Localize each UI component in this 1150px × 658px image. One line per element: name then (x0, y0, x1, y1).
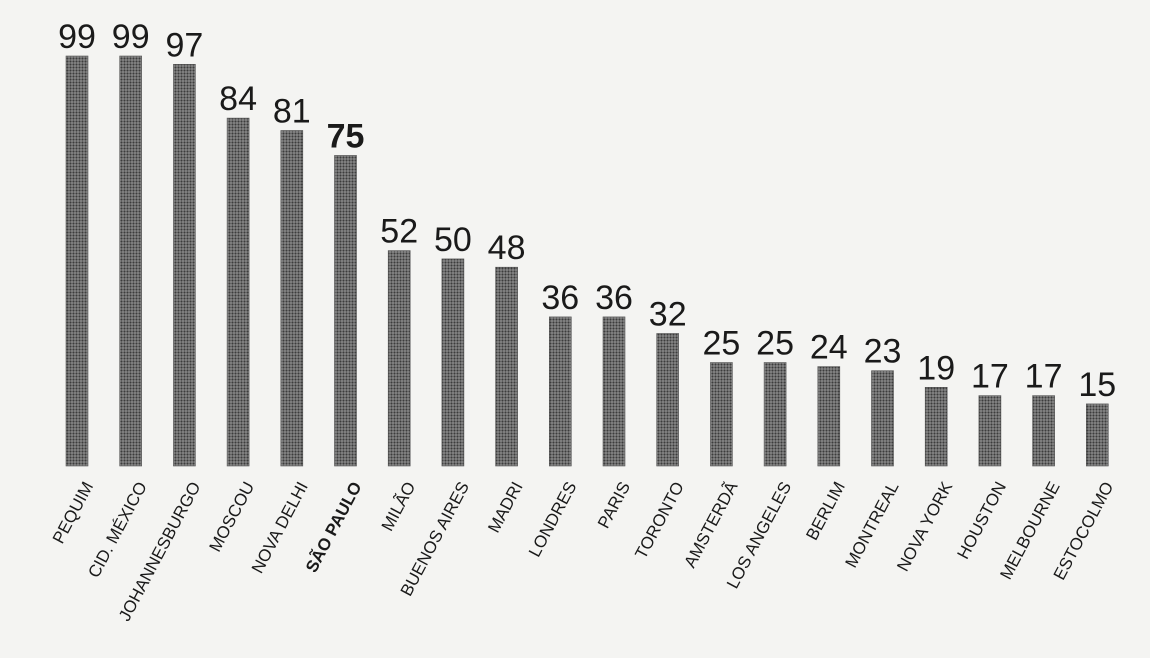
value-label-cid-mexico: 99 (112, 18, 150, 56)
value-label-johannesburgo: 97 (165, 26, 203, 64)
category-label-nova-york: NOVA YORK (893, 478, 956, 575)
bar-estocolmo (1086, 403, 1109, 467)
bar-pequim (65, 55, 89, 467)
bar-buenos-aires (441, 258, 465, 467)
value-label-sao-paulo: 75 (327, 117, 365, 155)
category-label-montreal: MONTREAL (842, 479, 903, 571)
bar-cid-mexico (119, 55, 142, 467)
value-label-nova-york: 19 (917, 349, 955, 387)
bar-londres (548, 316, 572, 467)
bar-berlim (817, 366, 841, 467)
bar-johannesburgo (173, 64, 196, 467)
bar-toronto (656, 333, 680, 467)
value-label-londres: 36 (541, 279, 579, 317)
bars-group (65, 55, 1109, 467)
category-label-milao: MILÃO (378, 479, 420, 535)
value-label-houston: 17 (971, 358, 1009, 396)
bar-milao (387, 250, 411, 467)
value-label-milao: 52 (380, 213, 418, 251)
bar-amsterda (710, 362, 733, 467)
value-label-madri: 48 (488, 229, 526, 267)
bar-madri (495, 266, 518, 467)
bar-nova-york (924, 386, 948, 467)
value-label-moscou: 84 (219, 80, 257, 118)
value-label-buenos-aires: 50 (434, 221, 472, 259)
value-label-berlim: 24 (810, 329, 848, 367)
category-label-madri: MADRI (484, 479, 526, 536)
category-label-amsterda: AMSTERDÃ (680, 478, 741, 571)
category-label-pequim: PEQUIM (49, 479, 97, 547)
category-label-toronto: TORONTO (631, 479, 687, 562)
category-label-houston: HOUSTON (953, 479, 1010, 563)
bar-houston (978, 395, 1002, 467)
category-label-sao-paulo: SÃO PAULO (301, 478, 366, 576)
bar-moscou (226, 117, 250, 467)
category-label-nova-delhi: NOVA DELHI (248, 479, 312, 577)
bar-melbourne (1032, 395, 1055, 467)
bar-paris (602, 316, 626, 467)
bar-los-angeles (763, 362, 787, 467)
category-label-londres: LONDRES (525, 479, 580, 560)
value-label-toronto: 32 (649, 296, 687, 334)
value-label-los-angeles: 25 (756, 325, 794, 363)
value-label-montreal: 23 (864, 333, 902, 371)
value-label-pequim: 99 (58, 18, 96, 56)
value-label-amsterda: 25 (702, 325, 740, 363)
bar-nova-delhi (280, 130, 304, 467)
value-label-estocolmo: 15 (1078, 366, 1116, 404)
category-label-berlim: BERLIM (802, 479, 848, 544)
bar-sao-paulo (334, 155, 357, 467)
category-label-paris: PARIS (594, 479, 634, 532)
value-labels-group: 99 99 97 84 81 75 52 50 48 36 36 32 25 25 24 23 19 17 17 15 (58, 18, 1116, 404)
value-label-melbourne: 17 (1025, 358, 1063, 396)
category-label-moscou: MOSCOU (206, 479, 259, 555)
value-label-paris: 36 (595, 279, 633, 317)
value-label-nova-delhi: 81 (273, 93, 311, 131)
bar-montreal (871, 370, 894, 467)
